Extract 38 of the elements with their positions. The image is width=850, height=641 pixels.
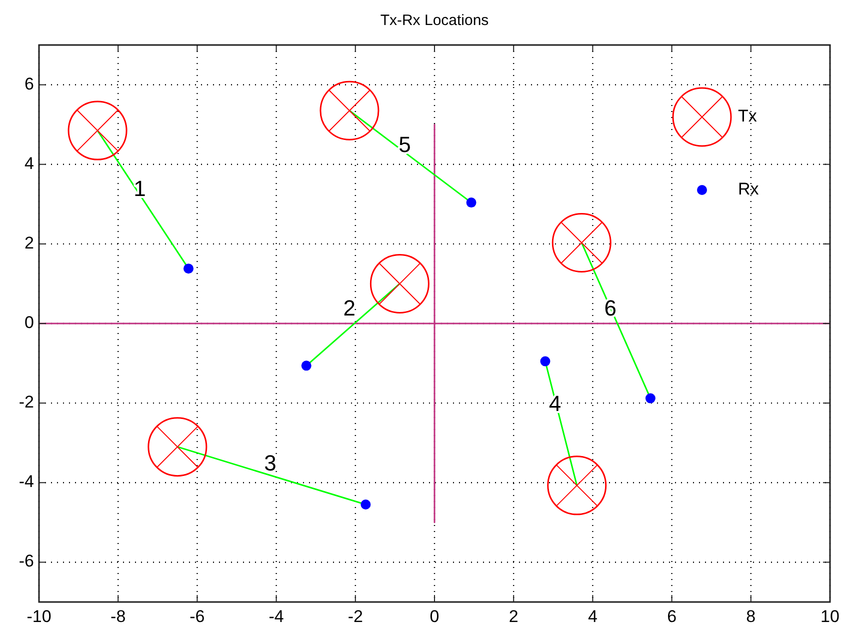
annotation: 5 — [398, 132, 411, 158]
x-tick-label: -2 — [348, 607, 363, 626]
point — [466, 198, 476, 208]
y-tick-label: 2 — [24, 233, 34, 252]
x-tick-label: 0 — [430, 607, 440, 626]
point — [148, 417, 208, 477]
point — [645, 393, 656, 404]
x-tick-label: 8 — [746, 607, 756, 626]
y-tick-label: 0 — [24, 312, 34, 332]
legend-entry: Tx — [672, 87, 757, 147]
legend-label: Rx — [738, 179, 760, 198]
annotation: 3 — [264, 450, 276, 476]
point — [370, 254, 430, 314]
x-tick-label: -4 — [268, 607, 284, 626]
point — [320, 80, 380, 140]
point — [547, 456, 607, 516]
x-tick-label: 4 — [588, 607, 598, 626]
x-tick-label: -10 — [26, 607, 52, 626]
point — [540, 356, 550, 366]
y-tick-label: 6 — [24, 74, 34, 94]
x-tick-label: 2 — [508, 607, 518, 626]
point — [301, 360, 312, 371]
annotation: 1 — [134, 176, 146, 201]
annotation: 2 — [343, 295, 356, 320]
y-tick-label: -4 — [18, 472, 34, 492]
x-tick-label: -6 — [190, 607, 205, 626]
point — [184, 264, 194, 274]
point — [68, 100, 128, 160]
y-tick-label: 4 — [24, 154, 34, 173]
x-tick-label: -8 — [110, 607, 126, 626]
y-tick-label: -2 — [18, 392, 34, 412]
chart-title: Tx-Rx Locations — [380, 12, 489, 29]
legend-entry: Rx — [697, 179, 759, 198]
y-tick-label: -6 — [18, 552, 34, 571]
x-tick-label: 6 — [667, 607, 677, 626]
point — [360, 500, 371, 510]
x-tick-label: 10 — [820, 607, 840, 626]
point — [552, 212, 612, 272]
